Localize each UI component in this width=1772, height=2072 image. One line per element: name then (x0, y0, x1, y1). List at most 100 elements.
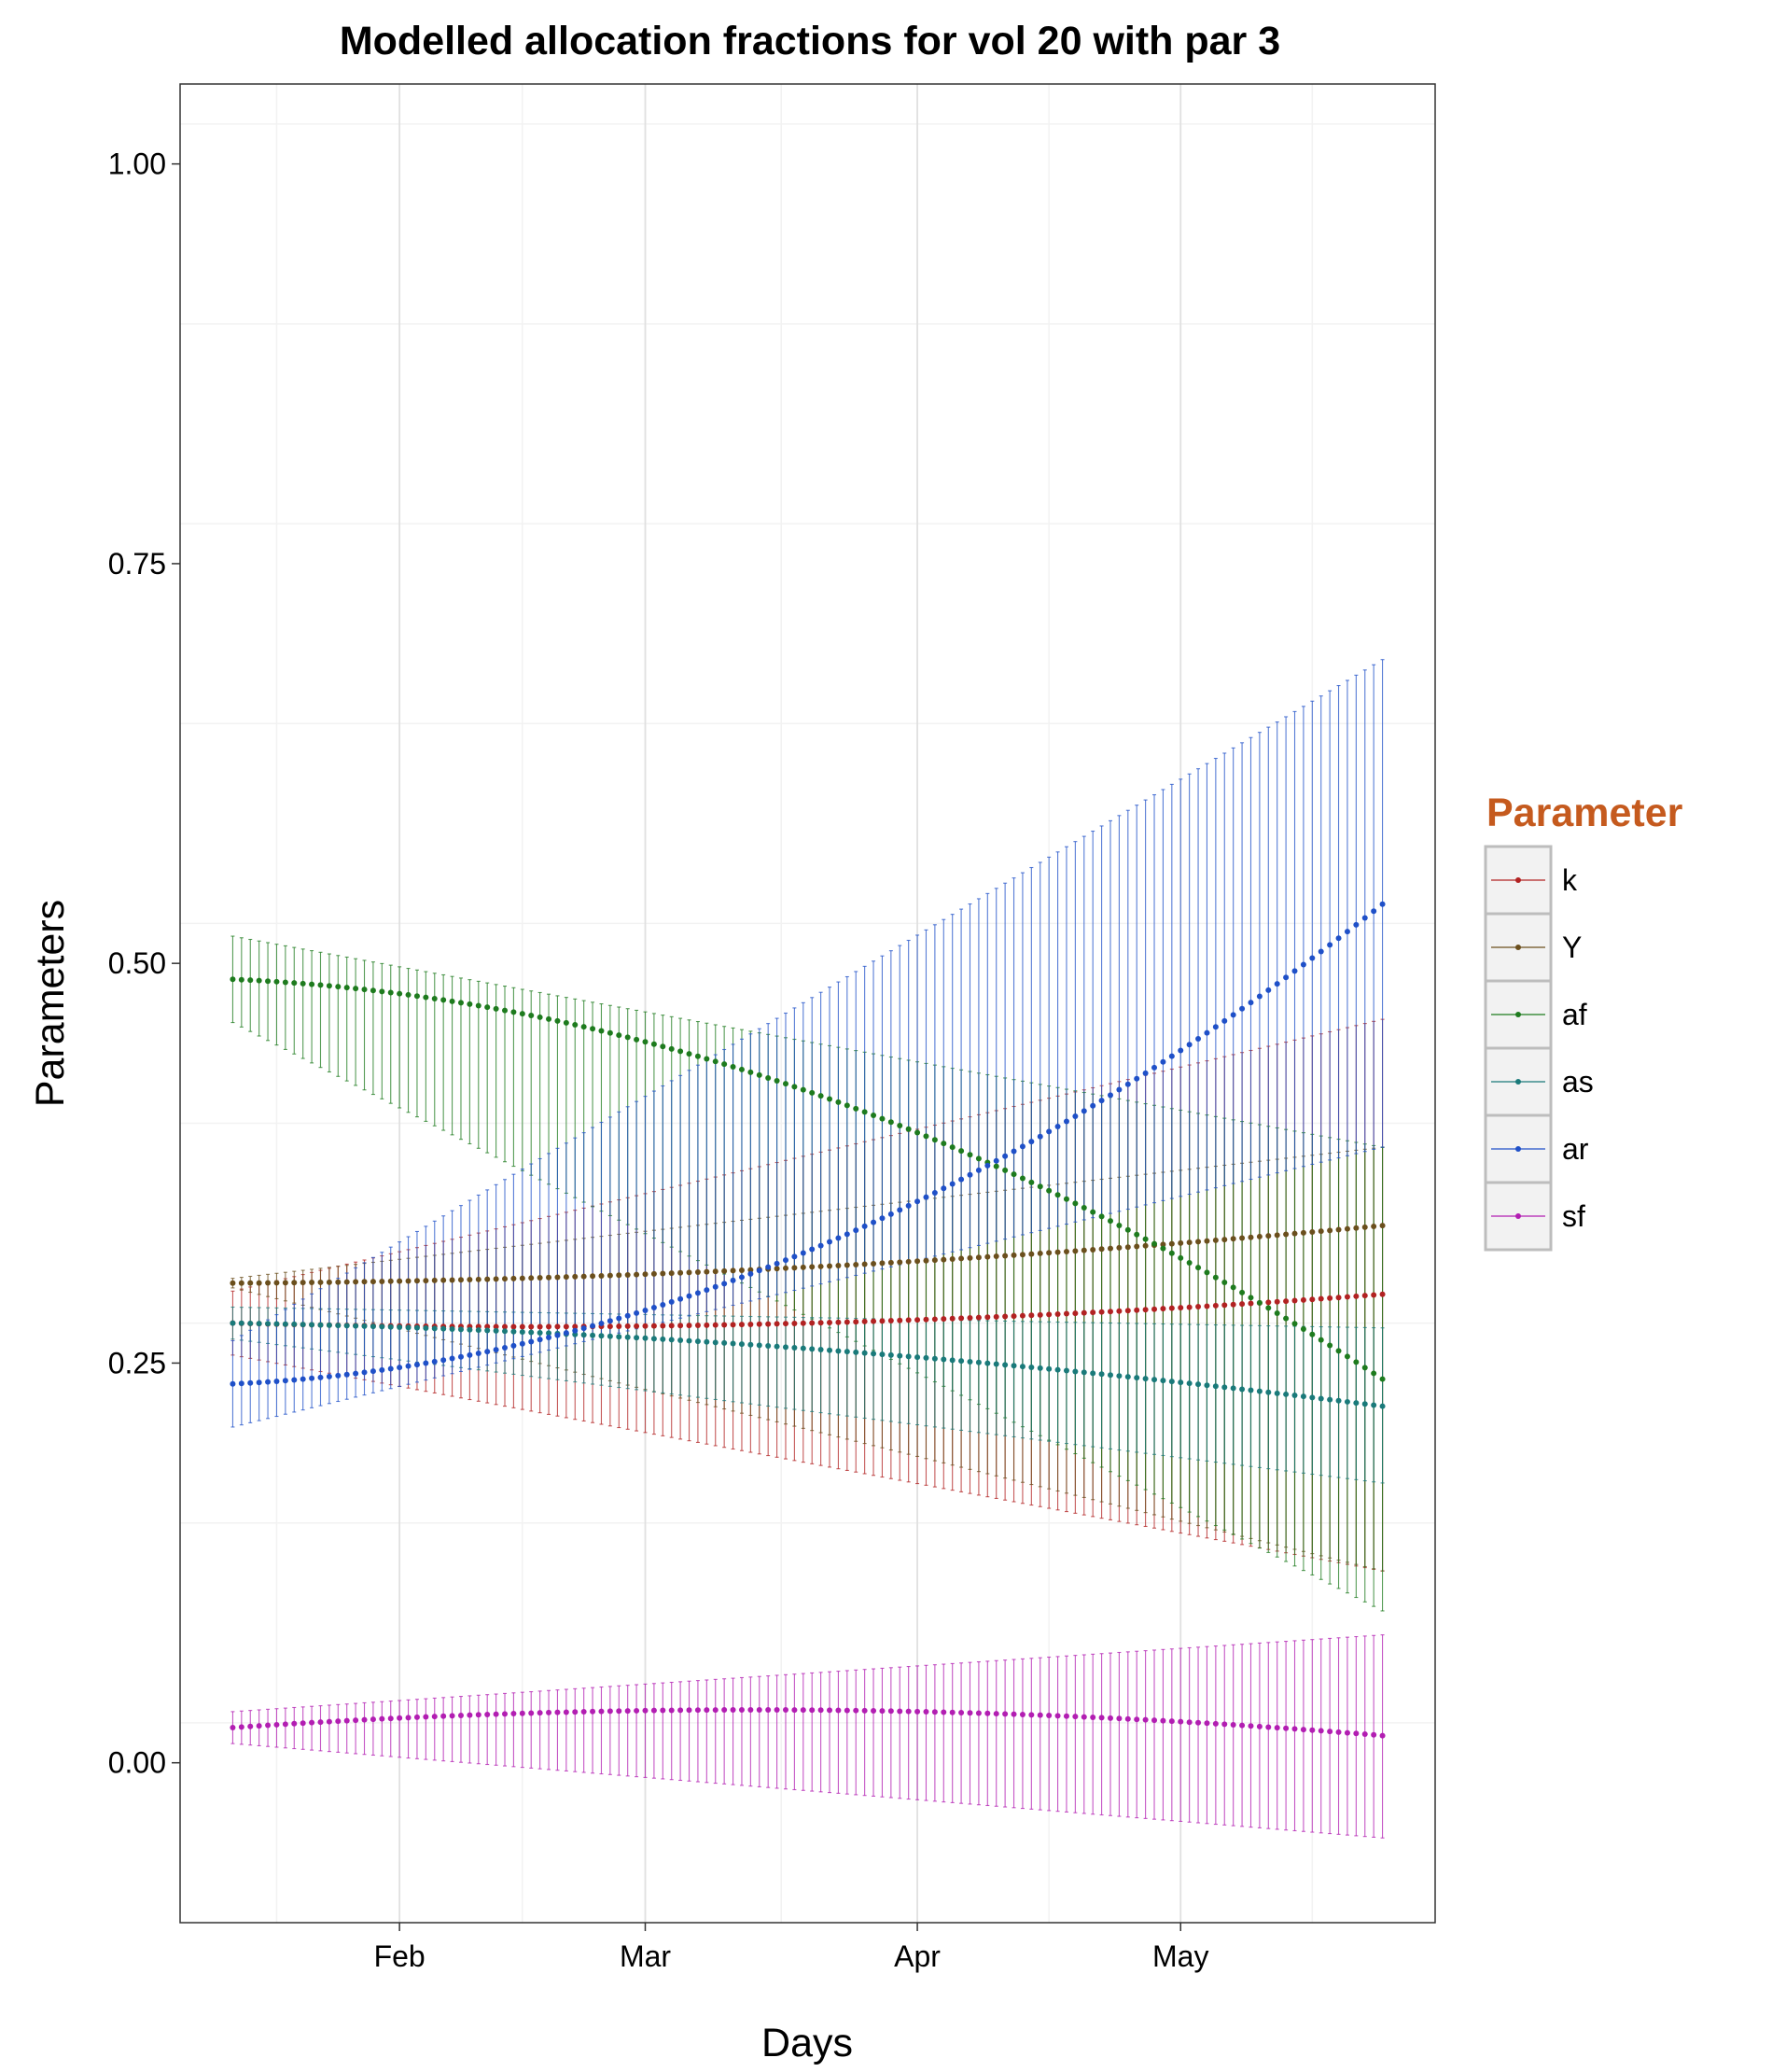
point-sf (712, 1707, 719, 1714)
point-k (1124, 1308, 1131, 1314)
point-k (1212, 1302, 1219, 1309)
point-af (642, 1039, 649, 1045)
point-ar (1186, 1042, 1193, 1048)
point-af (993, 1163, 999, 1169)
point-as (1291, 1393, 1298, 1399)
point-k (1221, 1302, 1228, 1309)
point-Y (238, 1280, 244, 1286)
point-sf (949, 1709, 956, 1715)
point-af (598, 1028, 605, 1034)
point-ar (397, 1365, 403, 1371)
point-af (782, 1081, 788, 1087)
point-Y (607, 1272, 613, 1279)
point-af (712, 1058, 719, 1065)
point-ar (431, 1358, 438, 1365)
point-af (484, 1004, 491, 1011)
point-ar (1046, 1128, 1053, 1135)
point-Y (634, 1271, 640, 1278)
point-as (546, 1330, 552, 1337)
point-Y (519, 1275, 525, 1281)
point-k (572, 1323, 579, 1330)
point-Y (467, 1277, 473, 1283)
point-k (774, 1321, 780, 1327)
point-k (738, 1322, 745, 1328)
point-ar (590, 1323, 596, 1329)
point-as (387, 1323, 394, 1330)
point-ar (1327, 942, 1333, 948)
point-af (1256, 1299, 1263, 1306)
point-k (546, 1323, 552, 1330)
point-k (827, 1319, 833, 1325)
point-sf (660, 1707, 666, 1714)
point-ar (449, 1355, 455, 1362)
point-ar (905, 1202, 912, 1209)
point-sf (598, 1708, 605, 1715)
point-ar (563, 1330, 569, 1337)
point-sf (1230, 1722, 1236, 1729)
point-ar (650, 1304, 657, 1310)
point-af (265, 978, 272, 985)
point-as (887, 1351, 894, 1358)
point-ar (1063, 1118, 1069, 1125)
point-af (949, 1144, 956, 1151)
point-ar (712, 1283, 719, 1290)
point-Y (1318, 1228, 1324, 1235)
point-Y (554, 1274, 561, 1281)
point-ar (1142, 1070, 1149, 1076)
point-ar (800, 1250, 806, 1256)
point-ar (1291, 968, 1298, 974)
point-as (765, 1343, 772, 1350)
legend-item-Y: Y (1484, 912, 1582, 983)
point-ar (519, 1340, 525, 1347)
point-ar (537, 1337, 543, 1343)
point-Y (1124, 1244, 1131, 1251)
point-sf (642, 1707, 649, 1714)
point-as (431, 1325, 438, 1332)
point-as (493, 1327, 499, 1334)
point-sf (668, 1707, 675, 1714)
point-sf (782, 1707, 788, 1714)
point-ar (817, 1242, 824, 1249)
point-ar (387, 1365, 394, 1372)
point-sf (1142, 1716, 1149, 1723)
point-sf (975, 1710, 982, 1716)
point-af (1221, 1280, 1228, 1286)
point-k (642, 1323, 649, 1329)
point-sf (650, 1707, 657, 1714)
point-Y (273, 1280, 280, 1286)
y-tick-label: 0.75 (108, 547, 166, 581)
point-as (747, 1341, 754, 1348)
point-Y (1300, 1229, 1306, 1236)
point-ar (1300, 961, 1306, 968)
point-sf (282, 1721, 288, 1728)
point-ar (607, 1318, 613, 1324)
point-Y (975, 1254, 982, 1261)
point-as (774, 1343, 780, 1350)
point-Y (800, 1264, 806, 1270)
point-Y (1011, 1252, 1017, 1258)
point-k (1265, 1299, 1272, 1306)
point-k (1054, 1310, 1061, 1317)
point-af (1353, 1359, 1360, 1365)
point-k (861, 1318, 868, 1324)
point-k (949, 1315, 956, 1322)
point-as (1116, 1373, 1123, 1379)
point-as (1019, 1364, 1026, 1370)
point-Y (1002, 1253, 1009, 1259)
x-tick-label: Mar (620, 1939, 671, 1973)
point-sf (721, 1707, 728, 1714)
legend-item-as: as (1484, 1046, 1594, 1117)
point-as (941, 1356, 947, 1363)
point-as (1274, 1390, 1280, 1396)
point-Y (326, 1279, 332, 1285)
x-tick-label: May (1152, 1939, 1208, 1973)
point-ar (1274, 981, 1280, 987)
point-sf (467, 1712, 473, 1718)
point-af (282, 979, 288, 986)
point-k (1344, 1294, 1350, 1300)
point-Y (440, 1277, 447, 1283)
point-ar (309, 1375, 315, 1381)
point-as (923, 1354, 929, 1361)
point-Y (1256, 1233, 1263, 1239)
point-ar (1116, 1086, 1123, 1093)
